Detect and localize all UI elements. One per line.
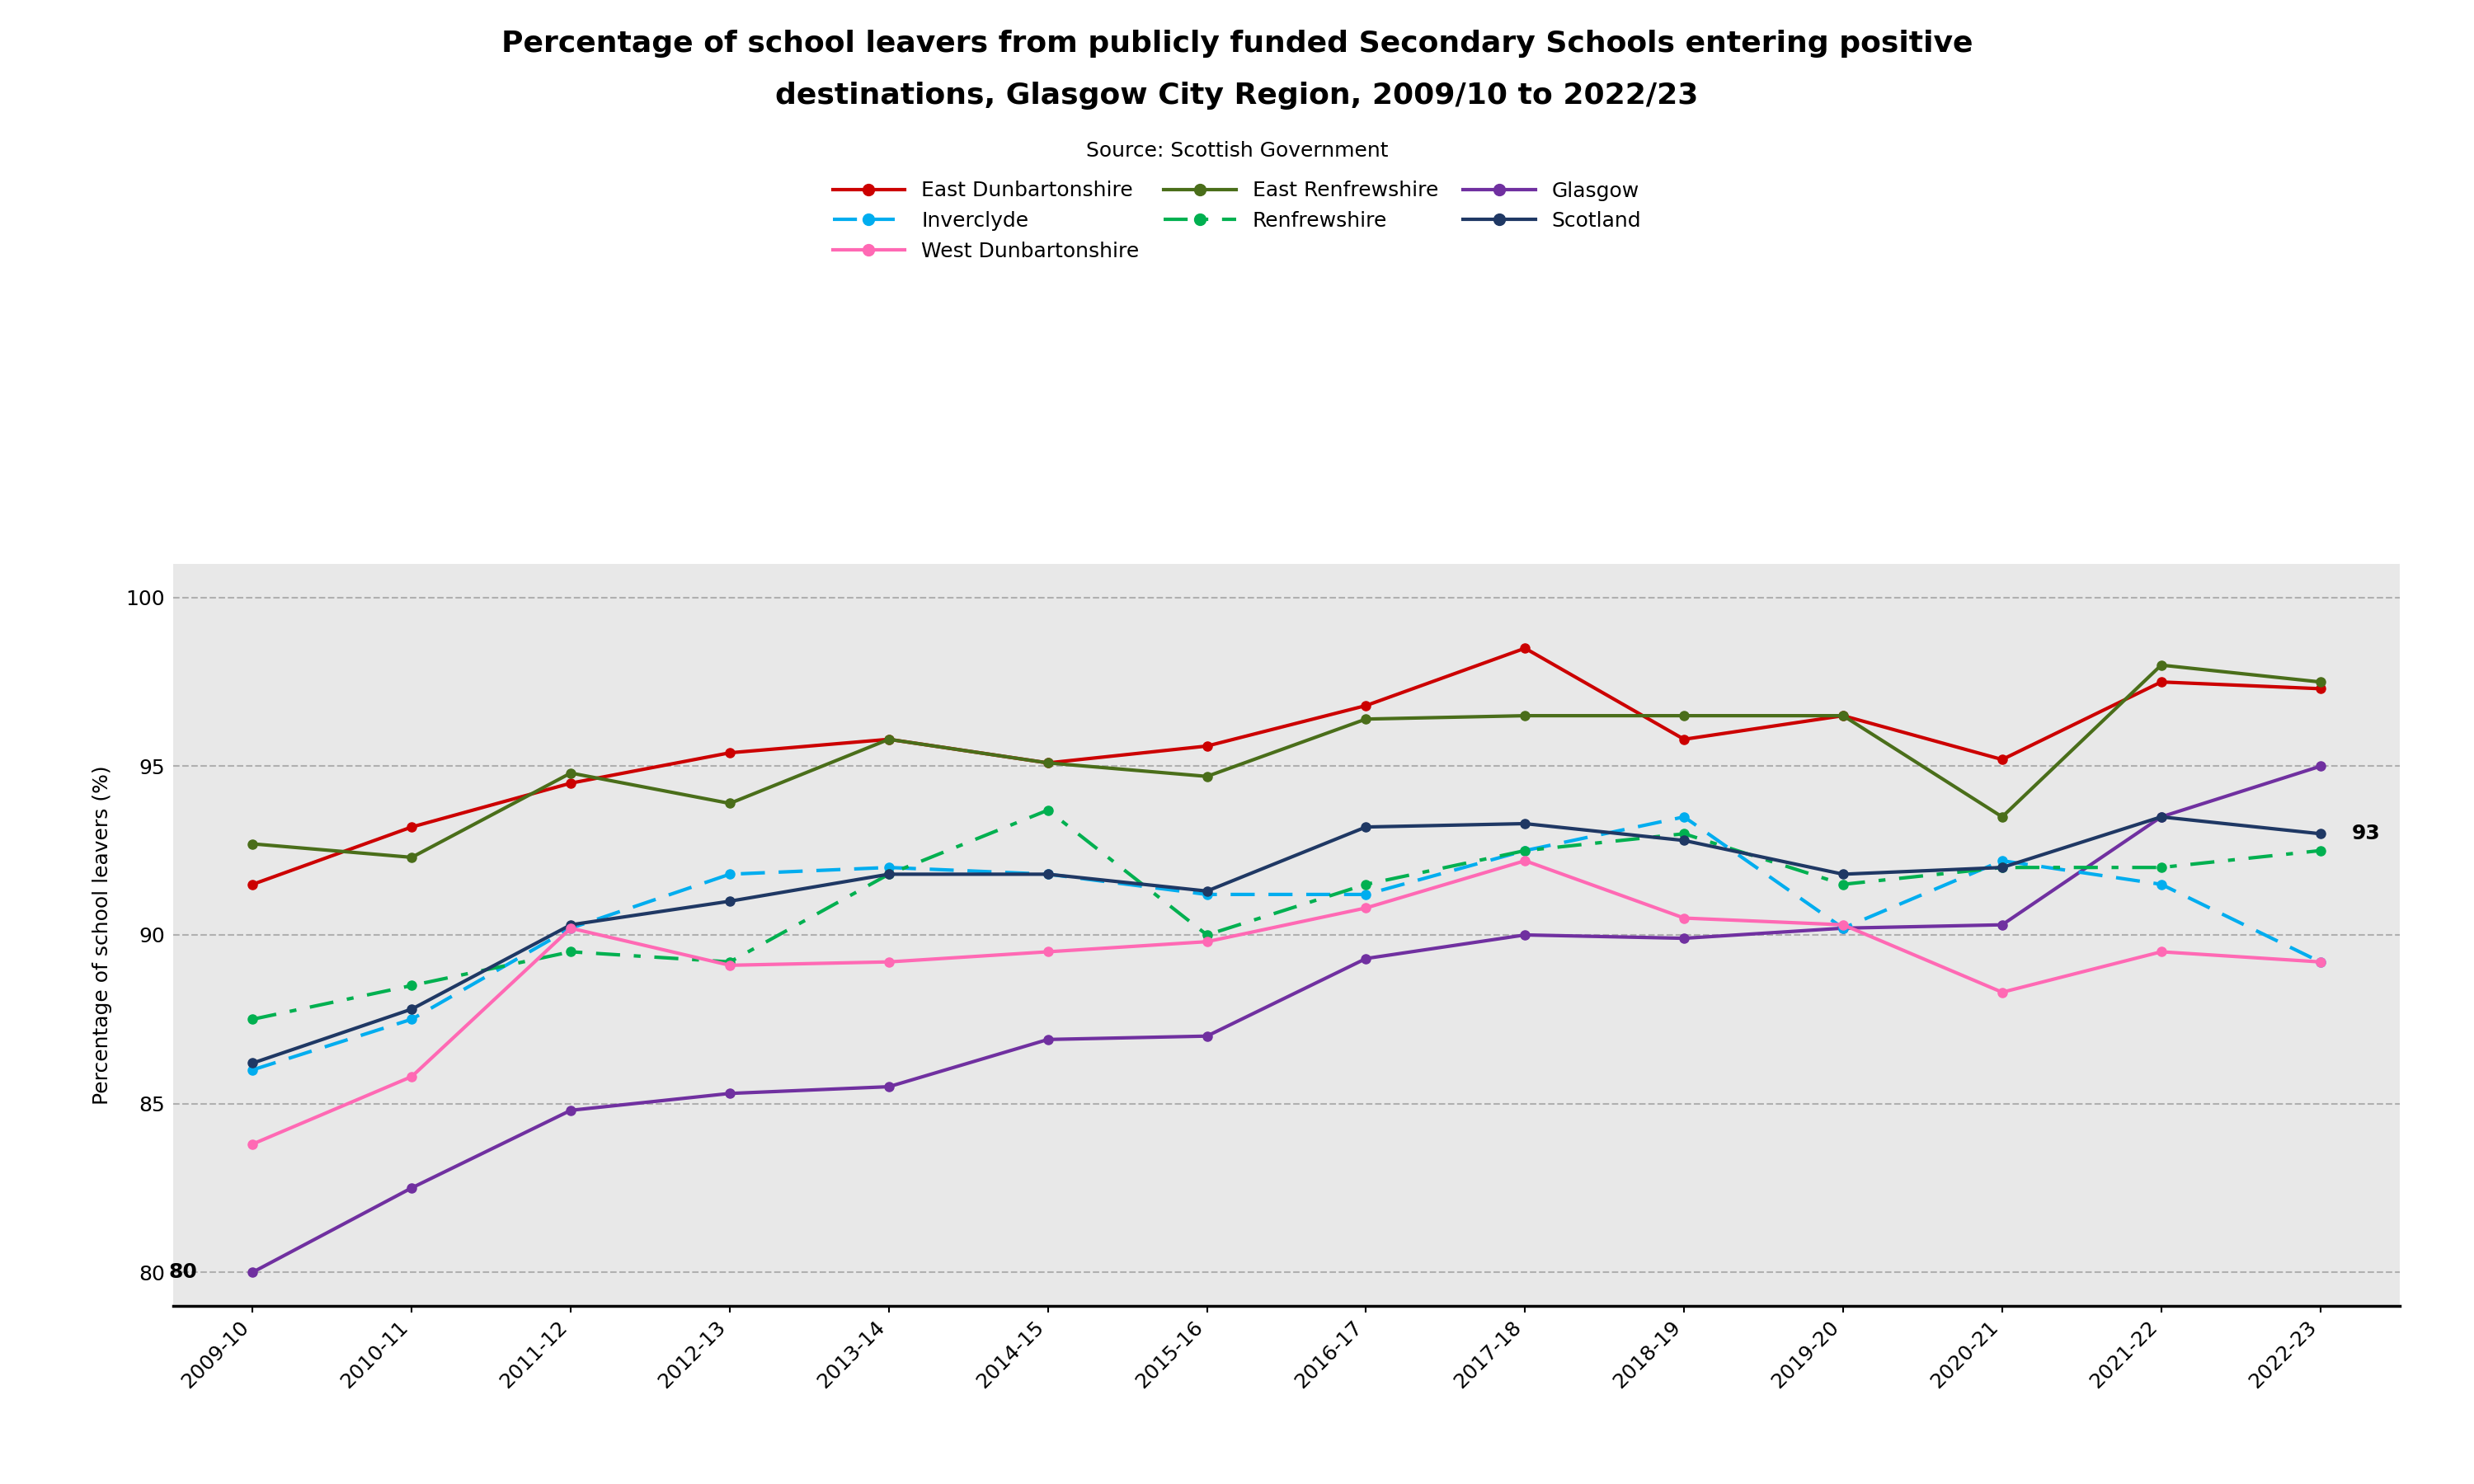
- Text: 93: 93: [2353, 824, 2380, 843]
- Text: destinations, Glasgow City Region, 2009/10 to 2022/23: destinations, Glasgow City Region, 2009/…: [774, 82, 1700, 110]
- Text: Percentage of school leavers from publicly funded Secondary Schools entering pos: Percentage of school leavers from public…: [502, 30, 1972, 58]
- Text: Source: Scottish Government: Source: Scottish Government: [1086, 141, 1388, 160]
- Legend: East Dunbartonshire, Inverclyde, West Dunbartonshire, East Renfrewshire, Renfrew: East Dunbartonshire, Inverclyde, West Du…: [834, 181, 1640, 261]
- Y-axis label: Percentage of school leavers (%): Percentage of school leavers (%): [92, 766, 111, 1104]
- Text: 80: 80: [168, 1263, 198, 1282]
